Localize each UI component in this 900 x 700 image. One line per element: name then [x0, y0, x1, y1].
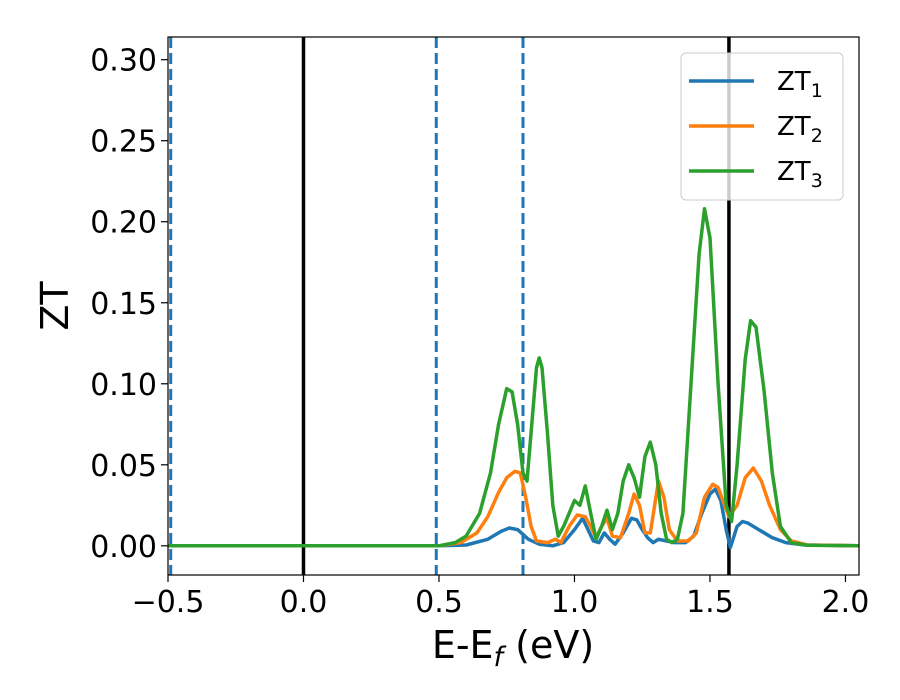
series-line-zt2: [168, 466, 859, 548]
y-tick-label: 0.20: [90, 206, 157, 241]
x-tick-label: 0.5: [415, 585, 463, 620]
legend: ZT1 ZT2 ZT3: [680, 52, 844, 201]
x-axis: −0.5 0.0 0.5 1.0 1.5 2.0: [132, 575, 870, 620]
plot-frame: [167, 36, 860, 576]
series-line-zt3: [168, 207, 859, 548]
y-tick-label: 0.10: [90, 368, 157, 403]
legend-box: [680, 52, 844, 201]
y-tick-label: 0.05: [90, 449, 157, 484]
x-axis-label: E-Ef (eV): [432, 623, 594, 673]
x-tick-label: 2.0: [822, 585, 870, 620]
legend-label-zt1: ZT1: [777, 67, 823, 102]
y-axis-label: ZT: [33, 281, 77, 331]
series-group: [168, 207, 859, 550]
y-axis: 0.00 0.05 0.10 0.15 0.20 0.25 0.30: [90, 44, 168, 565]
y-tick-label: 0.00: [90, 530, 157, 565]
legend-label-zt3: ZT3: [777, 157, 823, 192]
legend-label-zt2: ZT2: [777, 112, 823, 147]
reference-lines: [169, 37, 731, 575]
x-tick-label: 1.0: [551, 585, 599, 620]
x-tick-label: −0.5: [132, 585, 205, 620]
x-tick-label: 1.5: [686, 585, 734, 620]
y-tick-label: 0.30: [90, 44, 157, 79]
y-tick-label: 0.15: [90, 287, 157, 322]
y-tick-label: 0.25: [90, 125, 157, 160]
x-tick-label: 0.0: [280, 585, 328, 620]
series-line-zt1: [168, 487, 859, 550]
